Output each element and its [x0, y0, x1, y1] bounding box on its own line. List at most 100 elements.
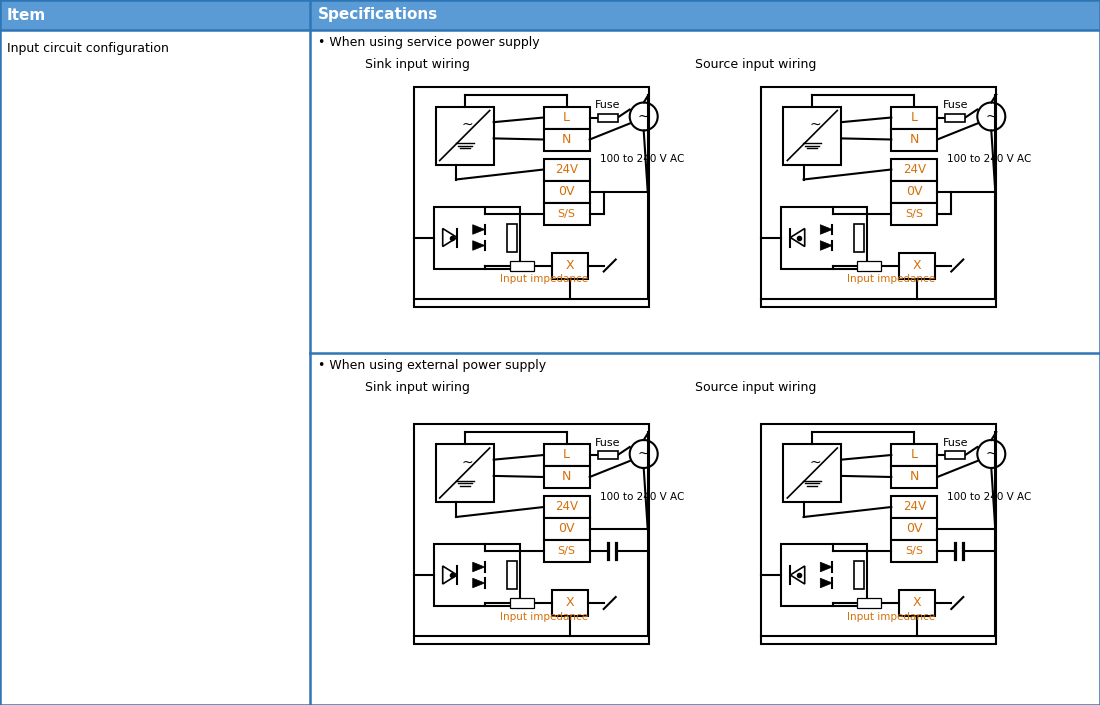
Text: N: N — [562, 133, 571, 146]
Bar — [857, 598, 881, 608]
Bar — [414, 424, 649, 644]
Text: ~: ~ — [638, 109, 649, 123]
Polygon shape — [473, 562, 485, 572]
Text: 100 to 240 V AC: 100 to 240 V AC — [600, 154, 684, 164]
Bar — [543, 444, 590, 466]
Text: • When using service power supply: • When using service power supply — [318, 36, 540, 49]
Bar — [436, 444, 494, 502]
Text: Input circuit configuration: Input circuit configuration — [7, 42, 169, 55]
Text: Sink input wiring: Sink input wiring — [365, 381, 470, 394]
Text: Fuse: Fuse — [943, 438, 968, 448]
Text: S/S: S/S — [558, 209, 575, 219]
Text: N: N — [910, 470, 918, 484]
Text: L: L — [563, 111, 570, 124]
Text: 24V: 24V — [556, 163, 579, 176]
Text: Sink input wiring: Sink input wiring — [365, 58, 470, 71]
Bar — [552, 252, 587, 278]
Text: ~: ~ — [810, 118, 821, 132]
Text: 100 to 240 V AC: 100 to 240 V AC — [947, 492, 1032, 502]
Bar — [543, 540, 590, 562]
Text: S/S: S/S — [905, 546, 923, 556]
Bar — [761, 87, 997, 307]
Bar — [855, 561, 865, 589]
Bar — [891, 540, 937, 562]
Bar — [781, 544, 867, 606]
Polygon shape — [821, 578, 833, 588]
Bar — [900, 590, 935, 616]
Text: Item: Item — [7, 8, 46, 23]
Bar — [543, 202, 590, 224]
Text: L: L — [911, 111, 917, 124]
Text: ~: ~ — [462, 118, 473, 132]
Text: 24V: 24V — [903, 163, 926, 176]
Text: ~: ~ — [810, 455, 821, 470]
Text: • When using external power supply: • When using external power supply — [318, 359, 546, 372]
Bar — [891, 128, 937, 150]
Polygon shape — [473, 240, 485, 250]
Text: Input impedance: Input impedance — [499, 274, 587, 285]
Text: Input impedance: Input impedance — [847, 612, 935, 622]
Text: S/S: S/S — [905, 209, 923, 219]
Bar — [891, 518, 937, 540]
Polygon shape — [473, 578, 485, 588]
Polygon shape — [821, 225, 833, 234]
Bar — [761, 424, 997, 644]
Bar — [433, 544, 519, 606]
Text: N: N — [910, 133, 918, 146]
Bar — [945, 451, 966, 459]
Text: 24V: 24V — [556, 501, 579, 513]
Bar — [436, 106, 494, 164]
Bar — [543, 496, 590, 518]
Bar — [543, 159, 590, 180]
Bar — [891, 444, 937, 466]
Text: ~: ~ — [638, 447, 649, 461]
Text: 0V: 0V — [559, 185, 575, 198]
Bar — [0, 0, 1100, 30]
Bar — [891, 496, 937, 518]
Text: 0V: 0V — [559, 522, 575, 536]
Bar — [783, 444, 842, 502]
Text: 0V: 0V — [906, 522, 923, 536]
Bar — [509, 598, 534, 608]
Bar — [509, 261, 534, 271]
Text: X: X — [913, 596, 922, 610]
Bar — [945, 114, 966, 121]
Bar — [900, 252, 935, 278]
Text: Fuse: Fuse — [943, 101, 968, 111]
Bar — [433, 207, 519, 269]
Bar — [597, 114, 618, 121]
Bar — [781, 207, 867, 269]
Text: ~: ~ — [986, 109, 997, 123]
Text: Input impedance: Input impedance — [499, 612, 587, 622]
Bar — [543, 106, 590, 128]
Bar — [507, 561, 517, 589]
Text: Specifications: Specifications — [318, 8, 438, 23]
Polygon shape — [821, 240, 833, 250]
Text: Source input wiring: Source input wiring — [695, 381, 816, 394]
Text: ~: ~ — [462, 455, 473, 470]
Text: Input impedance: Input impedance — [847, 274, 935, 285]
Text: X: X — [565, 259, 574, 272]
Bar — [891, 180, 937, 202]
Bar — [414, 87, 649, 307]
Text: X: X — [913, 259, 922, 272]
Bar — [543, 180, 590, 202]
Text: 100 to 240 V AC: 100 to 240 V AC — [600, 492, 684, 502]
Text: L: L — [563, 448, 570, 462]
Text: X: X — [565, 596, 574, 610]
Bar — [507, 223, 517, 252]
Bar — [857, 261, 881, 271]
Bar — [891, 466, 937, 488]
Bar — [891, 106, 937, 128]
Text: Source input wiring: Source input wiring — [695, 58, 816, 71]
Polygon shape — [821, 562, 833, 572]
Bar — [783, 106, 842, 164]
Text: 100 to 240 V AC: 100 to 240 V AC — [947, 154, 1032, 164]
Text: N: N — [562, 470, 571, 484]
Text: 24V: 24V — [903, 501, 926, 513]
Bar — [891, 159, 937, 180]
Polygon shape — [473, 225, 485, 234]
Bar — [543, 128, 590, 150]
Bar — [543, 518, 590, 540]
Text: L: L — [911, 448, 917, 462]
